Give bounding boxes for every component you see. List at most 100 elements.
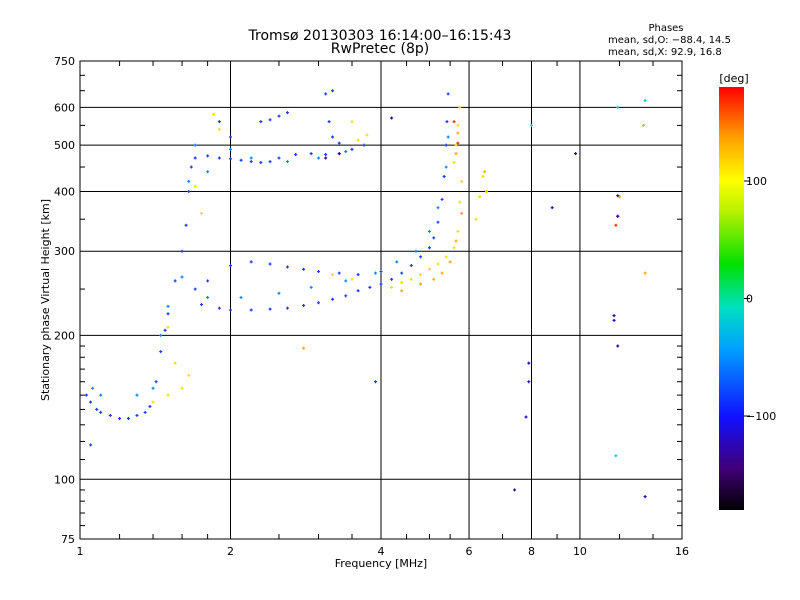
data-point: [448, 260, 452, 264]
data-point: [452, 120, 456, 124]
chart-title: Tromsø 20130303 16:14:00–16:15:43: [248, 28, 512, 44]
x-tick-label: 16: [675, 545, 689, 558]
data-point: [229, 264, 232, 268]
data-point: [427, 229, 431, 233]
data-point: [331, 135, 335, 139]
data-point: [285, 265, 289, 269]
data-point: [454, 143, 458, 147]
data-point: [154, 380, 158, 384]
x-tick-label: 2: [227, 545, 234, 558]
data-point: [356, 273, 360, 277]
data-point: [151, 386, 155, 390]
data-point: [277, 291, 281, 295]
data-point: [126, 417, 130, 421]
data-point: [187, 189, 191, 193]
data-point: [135, 393, 139, 397]
data-point: [436, 262, 440, 266]
data-point: [350, 277, 354, 281]
data-point: [440, 271, 444, 275]
data-point: [574, 152, 578, 156]
data-point: [239, 158, 243, 162]
data-point: [483, 170, 487, 174]
data-point: [268, 307, 272, 311]
colorbar-tick-label: −100: [746, 410, 776, 423]
colorbar-ticks: 100 0 −100: [744, 175, 776, 423]
data-point: [344, 294, 348, 298]
data-point: [217, 127, 221, 131]
data-point: [285, 306, 289, 310]
data-point: [187, 179, 191, 183]
data-point: [395, 260, 399, 264]
data-point: [89, 400, 93, 404]
y-tick-label: 100: [54, 473, 75, 486]
data-point: [159, 350, 163, 354]
data-point: [390, 277, 394, 281]
data-point: [356, 138, 360, 142]
data-point: [317, 156, 321, 160]
data-point: [193, 287, 197, 291]
data-point: [456, 141, 460, 145]
data-point: [474, 217, 478, 221]
data-point: [419, 255, 423, 259]
data-point: [268, 160, 272, 164]
data-point: [432, 236, 436, 240]
data-point: [460, 179, 464, 183]
data-point: [285, 160, 289, 164]
data-point: [456, 131, 460, 135]
data-point: [309, 285, 313, 289]
data-point: [365, 133, 369, 137]
data-point: [442, 174, 446, 178]
data-points: [84, 89, 647, 499]
data-point: [268, 262, 272, 266]
data-point: [484, 189, 488, 193]
data-point: [159, 333, 163, 337]
data-point: [324, 92, 328, 96]
data-point: [616, 214, 620, 218]
data-point: [446, 135, 450, 139]
data-point: [614, 223, 618, 227]
data-point: [89, 443, 93, 447]
data-point: [368, 285, 372, 289]
data-point: [249, 160, 253, 164]
data-point: [643, 99, 647, 103]
x-tick-label: 1: [77, 545, 84, 558]
y-tick-label: 750: [54, 55, 75, 68]
data-point: [445, 120, 449, 124]
data-point: [414, 249, 418, 253]
data-point: [200, 211, 204, 215]
y-tick-label: 600: [54, 101, 75, 114]
x-axis-label: Frequency [MHz]: [335, 557, 427, 570]
data-point: [143, 410, 147, 414]
data-point: [180, 249, 184, 253]
data-point: [173, 279, 177, 283]
data-point: [419, 273, 423, 277]
data-point: [337, 152, 341, 156]
data-point: [91, 386, 95, 390]
data-point: [481, 174, 485, 178]
data-point: [148, 404, 152, 408]
data-point: [229, 157, 232, 161]
data-point: [200, 303, 204, 307]
data-point: [331, 89, 335, 93]
data-point: [259, 160, 263, 164]
data-point: [527, 361, 531, 365]
data-point: [268, 118, 272, 122]
x-tick-label: 4: [378, 545, 385, 558]
data-point: [524, 415, 528, 419]
colorbar-gradient: [719, 87, 744, 510]
data-point: [400, 289, 404, 293]
data-point: [444, 165, 448, 169]
phase-stats: Phases mean, sd,O: −88.4, 14.5 mean, sd,…: [608, 23, 731, 58]
data-point: [350, 120, 354, 124]
data-point: [379, 270, 383, 274]
data-point: [458, 105, 462, 109]
data-point: [302, 267, 306, 271]
data-point: [324, 153, 328, 157]
data-point: [206, 154, 210, 158]
data-point: [337, 271, 341, 275]
data-point: [409, 277, 413, 281]
data-point: [184, 223, 188, 227]
data-point: [530, 123, 533, 127]
data-point: [249, 260, 253, 264]
data-point: [327, 120, 331, 124]
